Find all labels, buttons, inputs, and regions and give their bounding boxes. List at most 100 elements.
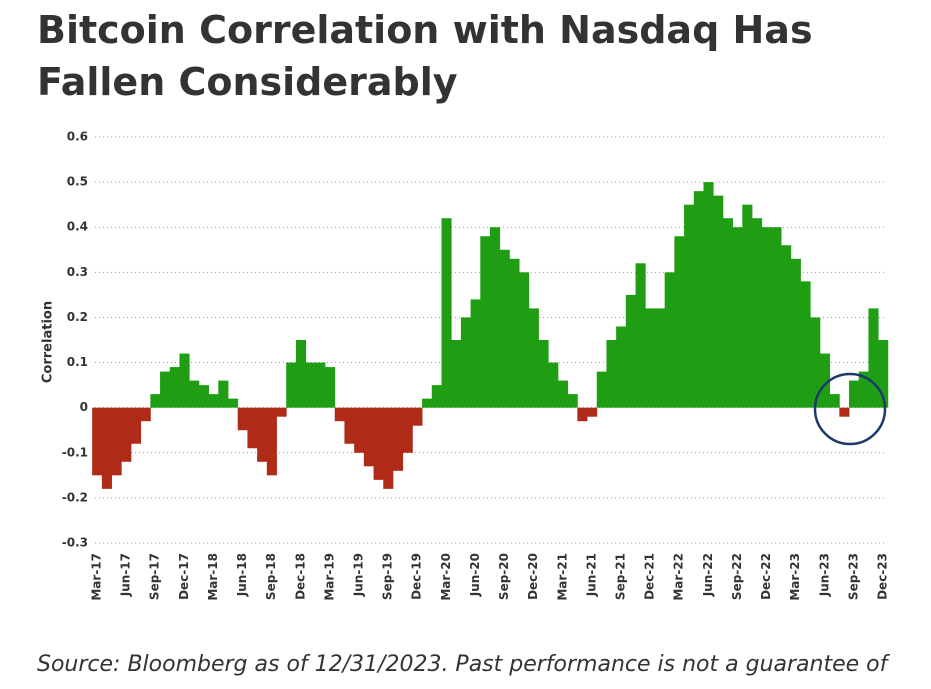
bar [111, 407, 122, 476]
x-tick-label: Sep-19 [381, 553, 395, 600]
bar [781, 245, 792, 408]
bar [305, 362, 316, 408]
bar [412, 407, 423, 426]
bar [150, 394, 161, 408]
x-tick-label: Sep-21 [614, 553, 628, 600]
bar [247, 407, 258, 449]
bar [771, 227, 782, 408]
bar [480, 236, 491, 408]
bar [587, 407, 598, 417]
bar [422, 398, 433, 408]
bar [732, 227, 743, 408]
bar [509, 258, 520, 408]
bar [431, 385, 442, 408]
bar [218, 380, 229, 408]
highlight-circle [813, 372, 887, 446]
x-tick-label: Mar-18 [206, 553, 220, 601]
bar [490, 227, 501, 408]
bar [276, 407, 287, 417]
x-tick-label: Dec-20 [526, 553, 540, 600]
bar [858, 371, 869, 408]
x-tick-label: Mar-19 [322, 553, 336, 601]
bar [567, 394, 578, 408]
bar [228, 398, 239, 408]
bar [635, 263, 646, 408]
bar [441, 218, 452, 408]
x-tick-label: Mar-23 [788, 553, 802, 601]
bar [460, 317, 471, 408]
bar [266, 407, 277, 476]
y-tick-label: 0.2 [67, 310, 88, 324]
y-tick-label: 0.6 [67, 130, 88, 144]
bar [790, 258, 801, 408]
bar [868, 308, 879, 408]
bar [470, 299, 481, 408]
bar [315, 362, 326, 408]
bar [654, 308, 666, 408]
x-tick-label: Mar-21 [555, 553, 569, 601]
x-tick-label: Sep-22 [730, 553, 744, 600]
bar [519, 272, 530, 408]
bar [325, 367, 336, 408]
bar [849, 380, 860, 408]
bar [451, 340, 462, 408]
x-tick-label: Jun-22 [701, 553, 715, 597]
bar [596, 371, 607, 408]
x-tick-label: Dec-23 [876, 553, 890, 600]
bar [761, 227, 772, 408]
bar [373, 407, 384, 480]
y-tick-label: 0.4 [67, 220, 88, 234]
x-tick-label: Dec-19 [410, 553, 424, 600]
x-tick-label: Mar-20 [439, 553, 453, 601]
bar [334, 407, 345, 422]
bar [703, 182, 714, 408]
bar [800, 281, 811, 408]
bar [237, 407, 248, 431]
bar [557, 380, 569, 408]
bar [344, 407, 355, 444]
bar [829, 394, 840, 408]
bar [606, 340, 617, 408]
chart-title: Bitcoin Correlation with Nasdaq Has Fall… [37, 8, 813, 104]
bar [752, 218, 763, 408]
bar [528, 308, 539, 408]
bar [140, 407, 151, 422]
y-tick-label: 0.5 [67, 175, 88, 189]
bar [616, 326, 627, 408]
bar [383, 407, 394, 489]
x-tick-label: Jun-18 [235, 553, 249, 597]
bar [674, 236, 685, 408]
x-tick-label: Sep-20 [497, 553, 511, 600]
bar [179, 353, 190, 408]
bar [664, 272, 675, 408]
bar [295, 340, 307, 408]
y-axis-label: Correlation [41, 301, 56, 383]
bar [722, 218, 733, 408]
x-tick-label: Jun-23 [817, 553, 831, 597]
y-tick-label: 0.1 [67, 355, 88, 369]
bar [713, 195, 724, 408]
bar [189, 380, 200, 408]
bar [839, 407, 850, 417]
bar [92, 407, 103, 476]
x-tick-label: Mar-22 [672, 553, 686, 601]
bar [819, 353, 831, 408]
x-tick-label: Dec-21 [643, 553, 657, 600]
y-tick-label: 0 [80, 400, 88, 414]
x-tick-label: Dec-18 [293, 553, 307, 600]
bar [354, 407, 365, 453]
bar [198, 385, 209, 408]
x-tick-label: Dec-22 [759, 553, 773, 600]
bar [363, 407, 374, 467]
x-tick-label: Jun-17 [119, 553, 133, 597]
bar [645, 308, 656, 408]
x-tick-label: Sep-23 [846, 553, 860, 600]
bar [160, 371, 171, 408]
bar [130, 407, 142, 444]
x-tick-label: Jun-20 [468, 553, 482, 597]
bar [257, 407, 268, 462]
bar [392, 407, 404, 471]
bar [538, 340, 549, 408]
bar [121, 407, 132, 462]
